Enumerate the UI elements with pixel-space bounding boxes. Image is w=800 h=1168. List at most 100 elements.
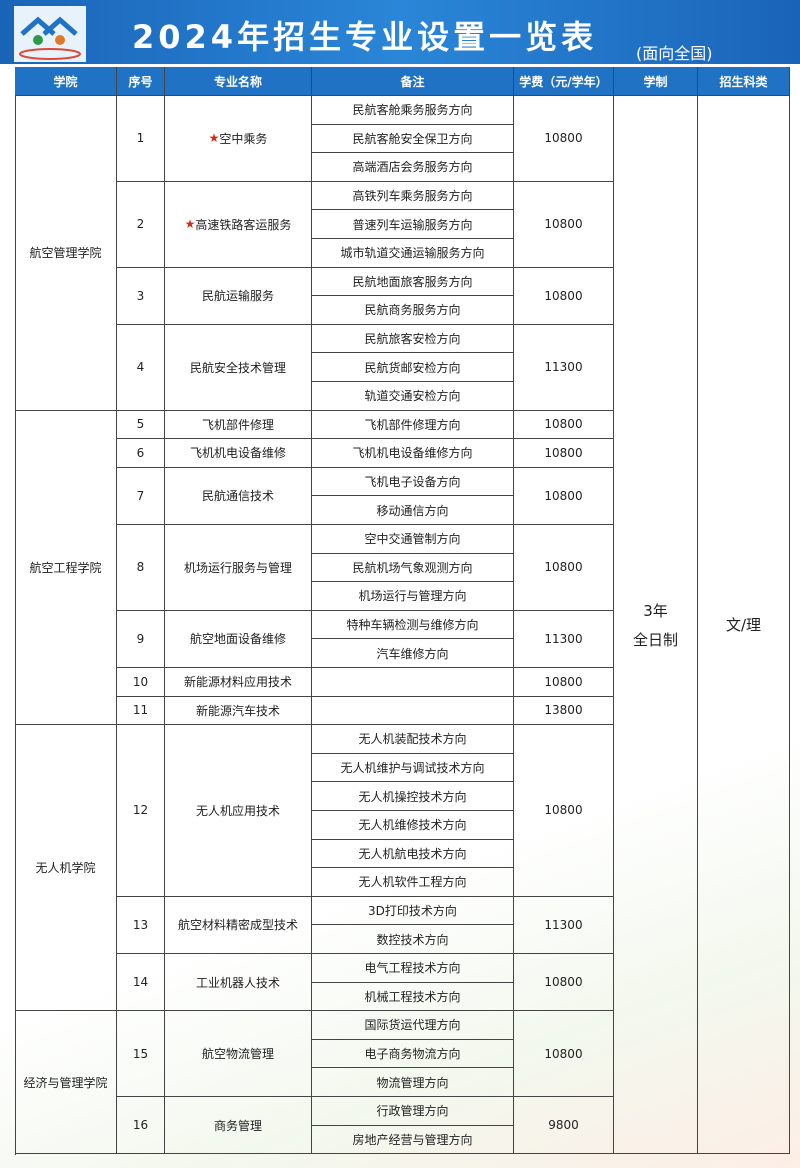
major-number: 8	[117, 525, 165, 611]
major-name: 航空材料精密成型技术	[165, 896, 312, 954]
major-number: 5	[117, 410, 165, 440]
major-name: 新能源汽车技术	[165, 696, 312, 726]
major-name-text: 航空物流管理	[201, 1047, 274, 1062]
major-name-text: 航空材料精密成型技术	[177, 918, 298, 933]
major-name-text: 飞机部件修理	[201, 417, 274, 432]
note: 城市轨道交通运输服务方向	[312, 239, 514, 268]
fee: 9800	[514, 1097, 614, 1155]
major-name-text: 民航运输服务	[201, 289, 274, 304]
duration-line: 全日制	[632, 630, 678, 649]
star-mark: ★	[184, 217, 196, 232]
college-name: 无人机学院	[15, 725, 117, 1012]
note: 机械工程技术方向	[312, 982, 514, 1012]
fee: 13800	[514, 696, 614, 726]
major-name: 机场运行服务与管理	[165, 525, 312, 611]
category: 文/理	[698, 96, 790, 1155]
fee: 10800	[514, 267, 614, 325]
note: 汽车维修方向	[312, 639, 514, 668]
column-header: 专业名称	[165, 67, 312, 96]
major-name: 商务管理	[165, 1097, 312, 1155]
note: 轨道交通安检方向	[312, 382, 514, 411]
note: 无人机操控技术方向	[312, 782, 514, 811]
major-name-text: 新能源汽车技术	[195, 703, 280, 718]
star-mark: ★	[208, 131, 220, 146]
major-name: ★ 空中乘务	[165, 96, 312, 182]
major-name: 飞机部件修理	[165, 410, 312, 440]
fee: 10800	[514, 181, 614, 268]
major-number: 16	[117, 1097, 165, 1155]
note: 民航客舱安全保卫方向	[312, 124, 514, 154]
note: 飞机机电设备维修方向	[312, 439, 514, 468]
major-number: 11	[117, 696, 165, 726]
major-number: 15	[117, 1011, 165, 1097]
major-number: 7	[117, 467, 165, 525]
note: 民航旅客安检方向	[312, 324, 514, 354]
fee: 10800	[514, 1011, 614, 1097]
major-number: 10	[117, 668, 165, 697]
note: 民航地面旅客服务方向	[312, 267, 514, 297]
major-number: 9	[117, 610, 165, 668]
note: 飞机电子设备方向	[312, 467, 514, 497]
note: 无人机航电技术方向	[312, 839, 514, 869]
note: 3D打印技术方向	[312, 896, 514, 926]
note	[312, 696, 514, 726]
subtitle: (面向全国)	[636, 44, 713, 63]
major-number: 3	[117, 267, 165, 325]
note: 民航货邮安检方向	[312, 353, 514, 382]
note: 无人机软件工程方向	[312, 868, 514, 897]
column-header: 学制	[614, 67, 698, 96]
fee: 10800	[514, 525, 614, 611]
note: 民航客舱乘务服务方向	[312, 96, 514, 125]
note: 空中交通管制方向	[312, 525, 514, 554]
fee: 10800	[514, 668, 614, 697]
fee: 10800	[514, 439, 614, 468]
duration-line: 3年	[643, 601, 668, 620]
major-name-text: 无人机应用技术	[195, 803, 280, 818]
major-name-text: 高速铁路客运服务	[195, 217, 292, 232]
note: 房地产经营与管理方向	[312, 1125, 514, 1155]
major-number: 1	[117, 96, 165, 182]
fee: 11300	[514, 896, 614, 954]
column-header: 序号	[117, 67, 165, 96]
fee: 11300	[514, 324, 614, 411]
title-banner: 2024年招生专业设置一览表 (面向全国)	[0, 0, 800, 64]
logo	[14, 6, 86, 62]
title: 2024年招生专业设置一览表	[132, 18, 598, 56]
major-name: 民航安全技术管理	[165, 324, 312, 411]
college-name: 经济与管理学院	[15, 1011, 117, 1155]
major-number: 6	[117, 439, 165, 468]
note: 机场运行与管理方向	[312, 582, 514, 611]
fee: 10800	[514, 410, 614, 440]
note	[312, 668, 514, 697]
note: 普速列车运输服务方向	[312, 210, 514, 239]
column-header: 备注	[312, 67, 514, 96]
note: 移动通信方向	[312, 496, 514, 525]
major-name-text: 民航安全技术管理	[189, 360, 286, 375]
fee: 10800	[514, 954, 614, 1012]
major-number: 4	[117, 324, 165, 411]
fee: 10800	[514, 467, 614, 525]
major-name: 民航通信技术	[165, 467, 312, 525]
column-header: 学院	[15, 67, 117, 96]
note: 高铁列车乘务服务方向	[312, 181, 514, 211]
college-name: 航空工程学院	[15, 410, 117, 726]
major-name: 民航运输服务	[165, 267, 312, 325]
college-name: 航空管理学院	[15, 96, 117, 411]
major-name-text: 飞机机电设备维修	[189, 446, 286, 461]
note: 高端酒店会务服务方向	[312, 153, 514, 182]
duration: 3年全日制	[614, 96, 698, 1155]
major-name: 航空物流管理	[165, 1011, 312, 1097]
note: 行政管理方向	[312, 1097, 514, 1126]
fee: 10800	[514, 96, 614, 182]
note: 电气工程技术方向	[312, 954, 514, 983]
note: 国际货运代理方向	[312, 1011, 514, 1040]
major-name: ★ 高速铁路客运服务	[165, 181, 312, 268]
note: 民航商务服务方向	[312, 296, 514, 325]
major-name-text: 商务管理	[213, 1118, 262, 1133]
note: 无人机维护与调试技术方向	[312, 753, 514, 783]
major-number: 2	[117, 181, 165, 268]
major-name-text: 工业机器人技术	[195, 975, 280, 990]
major-number: 12	[117, 725, 165, 897]
major-name: 飞机机电设备维修	[165, 439, 312, 468]
